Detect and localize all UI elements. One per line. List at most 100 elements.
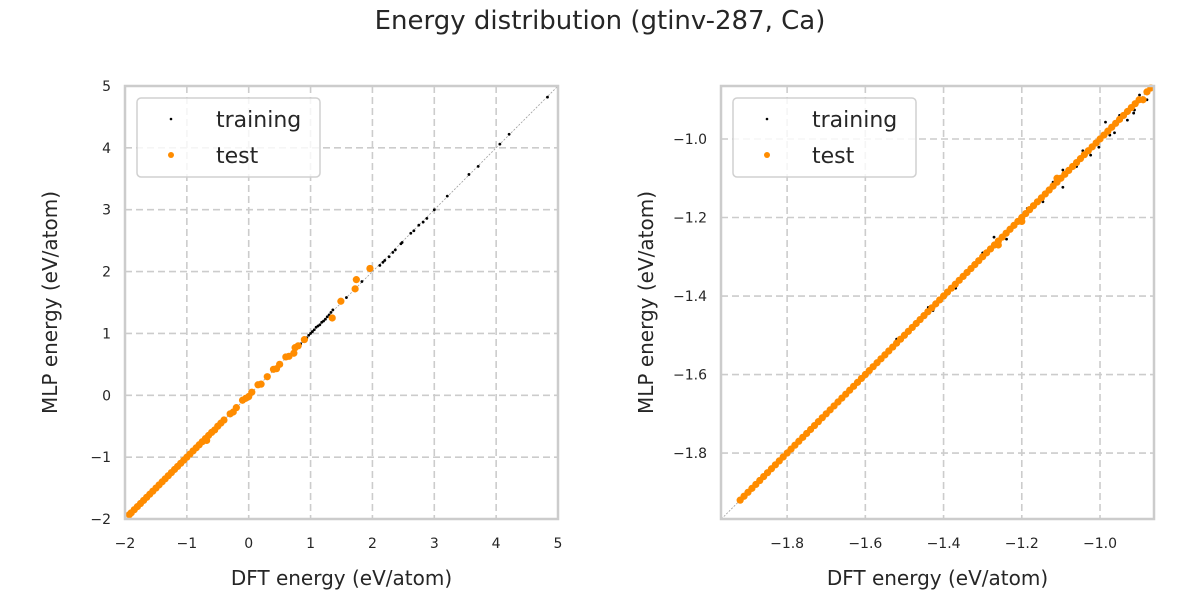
x-tick-label: 0 bbox=[244, 536, 253, 552]
training-point bbox=[307, 333, 311, 337]
y-tick-label: −1.0 bbox=[673, 132, 707, 148]
y-tick-label: −1.6 bbox=[673, 368, 707, 384]
training-point bbox=[445, 194, 449, 198]
training-point bbox=[1126, 118, 1129, 122]
test-point bbox=[352, 276, 360, 284]
test-point bbox=[238, 396, 247, 404]
legend-marker-training bbox=[169, 117, 173, 121]
y-tick-label: 3 bbox=[102, 203, 111, 219]
test-point bbox=[291, 344, 299, 352]
training-point bbox=[314, 325, 318, 329]
training-point bbox=[393, 248, 397, 252]
subplot-2: −1.8 −1.6 −1.4 −1.2 −1.0 −1.8 −1.6 −1.4 −1.2 −1.0… bbox=[634, 84, 1156, 590]
training-point bbox=[383, 259, 387, 262]
test-point bbox=[1018, 217, 1026, 226]
y-tick-label: −1.4 bbox=[673, 289, 707, 305]
y-axis-label: MLP energy (eV/atom) bbox=[634, 191, 658, 414]
training-point bbox=[432, 208, 436, 212]
training-point bbox=[329, 310, 333, 314]
y-tick-label: −1 bbox=[90, 450, 111, 466]
x-tick-label: 5 bbox=[554, 536, 563, 552]
x-tick-label: −2 bbox=[115, 536, 136, 552]
training-point bbox=[412, 229, 416, 233]
training-point bbox=[311, 330, 314, 333]
training-point bbox=[324, 317, 327, 321]
training-point bbox=[331, 308, 335, 312]
y-tick-label: 0 bbox=[102, 388, 111, 404]
training-point bbox=[320, 320, 324, 324]
training-point bbox=[325, 315, 329, 319]
training-point bbox=[381, 260, 385, 264]
y-tick-label: 1 bbox=[102, 326, 111, 342]
legend-box bbox=[732, 97, 917, 178]
training-point bbox=[425, 216, 429, 220]
x-tick-label: −1.0 bbox=[1083, 536, 1117, 552]
axes-frame bbox=[123, 84, 560, 521]
legend: training test bbox=[732, 97, 917, 178]
y-tick-label: −1.8 bbox=[673, 446, 707, 462]
training-point bbox=[391, 250, 395, 254]
y-tick-label: −1.2 bbox=[673, 211, 707, 227]
subplot-1: −2 −1 0 1 2 3 4 5 −2 −1 0 1 2 3 4 5 DFT energy (eV/atom)… bbox=[38, 79, 562, 590]
series-training bbox=[299, 95, 549, 346]
x-tick-label: −1 bbox=[177, 536, 198, 552]
x-axis-label: DFT energy (eV/atom) bbox=[231, 566, 452, 590]
test-point bbox=[300, 336, 308, 344]
training-point bbox=[467, 173, 471, 176]
training-point bbox=[360, 280, 364, 283]
figure-title: Energy distribution (gtinv-287, Ca) bbox=[374, 6, 826, 36]
test-point bbox=[1053, 174, 1061, 182]
x-axis-label: DFT energy (eV/atom) bbox=[827, 566, 1048, 590]
test-point bbox=[282, 353, 290, 361]
x-tick-label: 4 bbox=[492, 536, 501, 552]
x-tick-label: −1.4 bbox=[927, 536, 961, 552]
training-point bbox=[507, 132, 511, 136]
training-point bbox=[498, 142, 502, 146]
legend-label-training: training bbox=[812, 108, 897, 133]
y-tick-label: 2 bbox=[102, 265, 111, 281]
training-point bbox=[417, 223, 421, 227]
training-point bbox=[345, 296, 348, 299]
legend-label-test: test bbox=[216, 144, 259, 169]
test-point bbox=[994, 241, 1002, 249]
test-point bbox=[366, 264, 374, 273]
training-point bbox=[1138, 93, 1141, 97]
x-tick-label: −1.8 bbox=[770, 536, 804, 552]
training-point bbox=[1097, 145, 1101, 149]
series-test bbox=[736, 84, 1155, 504]
legend-label-test: test bbox=[812, 144, 855, 169]
legend-marker-training bbox=[765, 117, 769, 121]
y-axis-label: MLP energy (eV/atom) bbox=[38, 191, 62, 414]
x-tick-label: 2 bbox=[368, 536, 377, 552]
training-point bbox=[1104, 120, 1107, 124]
y-tick-label: 4 bbox=[102, 141, 111, 157]
x-tick-label: 3 bbox=[430, 536, 439, 552]
training-point bbox=[387, 255, 391, 259]
y-tick-label: −2 bbox=[90, 512, 111, 528]
test-point bbox=[337, 297, 345, 305]
training-point bbox=[409, 231, 413, 235]
legend-label-training: training bbox=[216, 108, 301, 133]
series-test bbox=[125, 264, 374, 519]
training-point bbox=[992, 235, 996, 239]
test-point bbox=[328, 314, 336, 322]
test-point bbox=[226, 410, 234, 418]
training-point bbox=[309, 332, 312, 335]
legend-box bbox=[136, 97, 321, 178]
training-point bbox=[1089, 153, 1093, 157]
x-tick-label: −1.2 bbox=[1005, 536, 1039, 552]
training-point bbox=[312, 328, 316, 332]
training-point bbox=[421, 220, 425, 224]
training-point bbox=[1061, 185, 1065, 189]
training-point bbox=[399, 242, 403, 246]
y-tick-label: 5 bbox=[102, 79, 111, 95]
training-point bbox=[476, 165, 480, 168]
training-point bbox=[1005, 237, 1008, 241]
test-point bbox=[125, 511, 133, 519]
legend-marker-test bbox=[764, 152, 770, 158]
test-point bbox=[254, 381, 262, 389]
test-point bbox=[269, 365, 278, 373]
x-tick-label: 1 bbox=[306, 536, 315, 552]
axes-frame bbox=[719, 84, 1156, 521]
